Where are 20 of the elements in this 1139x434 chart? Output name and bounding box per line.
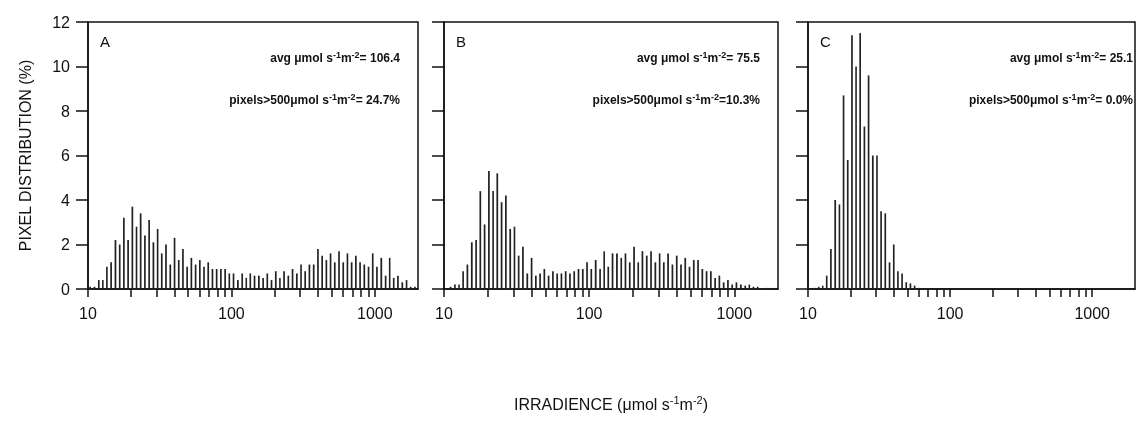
y-tick-label: 8 bbox=[61, 102, 71, 120]
x-tick-label: 1000 bbox=[357, 304, 393, 322]
annotation: C bbox=[820, 33, 831, 50]
y-tick-label: 0 bbox=[61, 280, 71, 298]
y-tick-label: 6 bbox=[61, 147, 71, 164]
annotation: B bbox=[456, 33, 467, 50]
x-tick-label: 1000 bbox=[1074, 304, 1111, 322]
y-axis-title: PIXEL DISTRIBUTION (%) bbox=[16, 59, 34, 252]
x-tick-label: 10 bbox=[435, 304, 453, 322]
x-tick-label: 1000 bbox=[716, 304, 753, 322]
x-tick-label: 10 bbox=[799, 304, 817, 322]
x-tick-label: 100 bbox=[218, 304, 245, 322]
annotation: A bbox=[100, 33, 111, 50]
x-tick-label: 100 bbox=[575, 304, 603, 322]
x-tick-label: 10 bbox=[79, 304, 97, 322]
y-tick-label: 12 bbox=[52, 13, 71, 31]
x-tick-label: 100 bbox=[936, 304, 964, 322]
y-tick-label: 4 bbox=[61, 191, 71, 209]
y-tick-label: 10 bbox=[52, 58, 71, 75]
y-tick-label: 2 bbox=[61, 236, 71, 253]
